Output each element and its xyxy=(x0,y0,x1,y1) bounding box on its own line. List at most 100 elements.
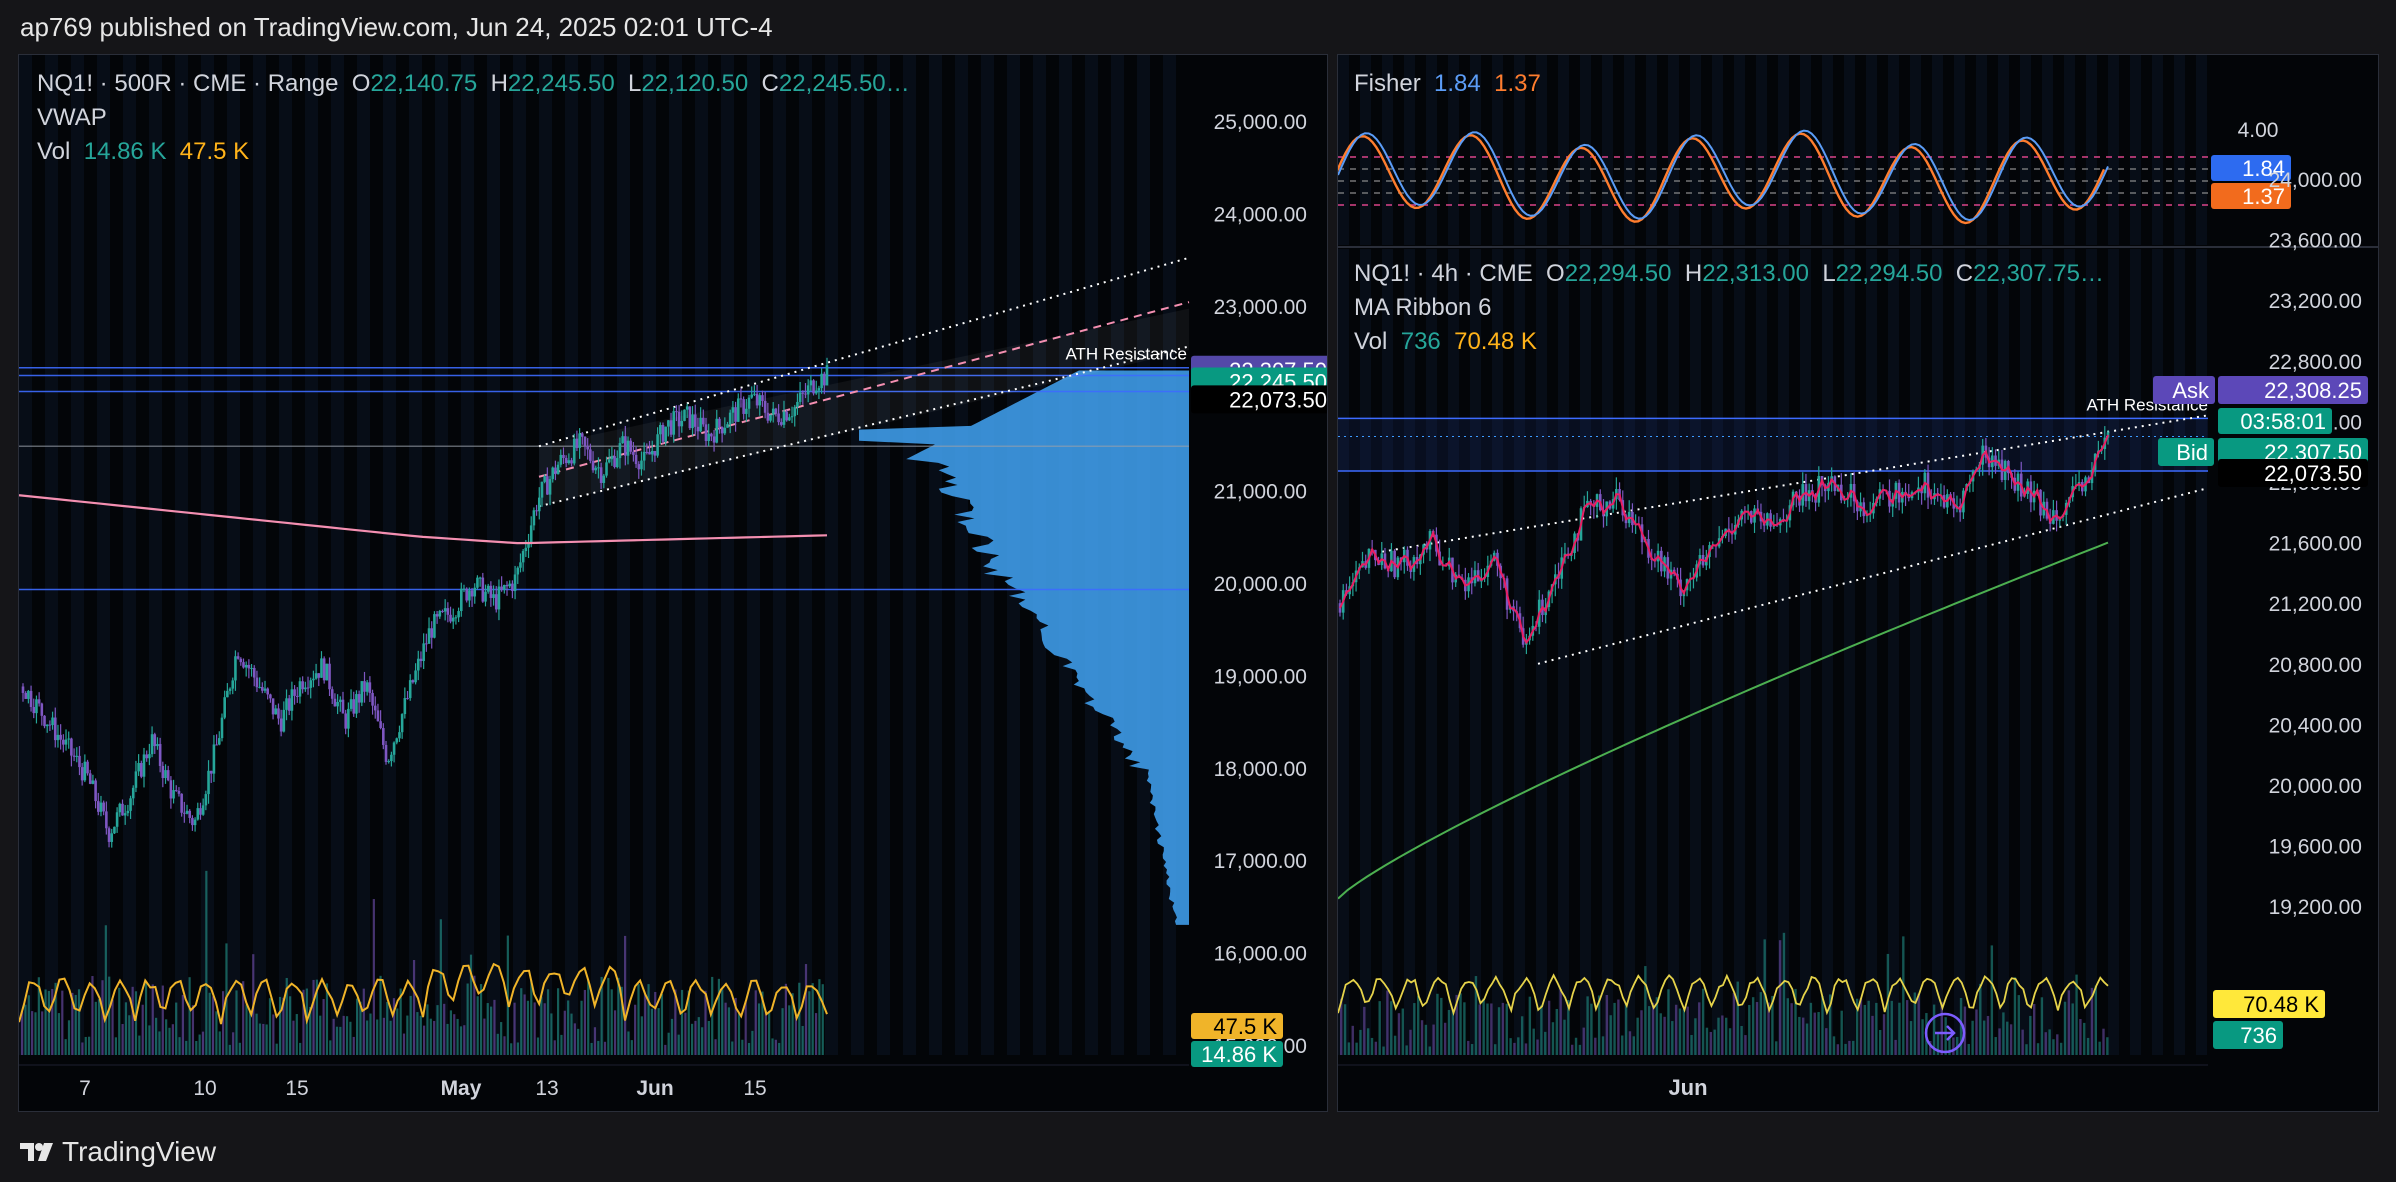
volume-bar xyxy=(1594,1037,1597,1055)
candle-body xyxy=(486,585,490,592)
volume-bar xyxy=(292,1020,295,1055)
level-zone xyxy=(1338,418,2208,471)
candle-body xyxy=(330,689,334,699)
volume-bar xyxy=(1821,995,1824,1055)
volume-bar xyxy=(1455,994,1458,1055)
volume-bar xyxy=(697,1017,700,1055)
right-vol-label[interactable]: Vol xyxy=(1354,328,1388,355)
y-axis-tick: 23,200.00 xyxy=(2269,290,2362,313)
volume-bar xyxy=(1636,1017,1639,1055)
volume-bar xyxy=(265,1024,268,1055)
candle-body xyxy=(640,460,643,470)
candle-body xyxy=(193,819,197,826)
candle-body xyxy=(177,790,181,794)
left-vwap-label[interactable]: VWAP xyxy=(37,104,107,131)
candle-body xyxy=(355,694,358,714)
time-session-band xyxy=(2042,249,2053,1055)
volume-bar xyxy=(640,1016,643,1055)
volume-bar xyxy=(1601,1036,1605,1055)
volume-bar xyxy=(654,991,657,1055)
candle-body xyxy=(247,664,251,669)
ma-ribbon-line xyxy=(1339,434,2109,645)
candle-body xyxy=(642,451,646,461)
right-ma-ribbon-label[interactable]: MA Ribbon 6 xyxy=(1354,294,1492,321)
time-session-band xyxy=(1470,55,1481,245)
volume-bar xyxy=(1736,981,1739,1055)
volume-bar xyxy=(1605,995,1609,1055)
candle-body xyxy=(161,766,165,779)
right-chart-panel[interactable]: 4.00 1.84 1.37 ATH Resistance 24,000.00 23,60… xyxy=(1337,54,2379,1112)
volume-bar xyxy=(2002,1012,2005,1055)
volume-bar xyxy=(118,987,121,1055)
candle-body xyxy=(610,456,614,460)
volume-bar xyxy=(1982,1020,1986,1055)
right-symbol[interactable]: NQ1! · 4h · CME xyxy=(1354,260,1533,287)
volume-bar xyxy=(349,1021,352,1055)
left-chart-canvas[interactable]: ATH Resistance 25,000.00 24,000.00 23,000.0… xyxy=(19,55,1327,1111)
time-session-band xyxy=(1690,55,1701,245)
volume-bar xyxy=(1690,1034,1693,1055)
left-symbol[interactable]: NQ1! · 500R · CME · Range xyxy=(37,70,339,97)
volume-bar xyxy=(593,1027,597,1055)
volume-bar xyxy=(1979,983,1982,1055)
candle-body xyxy=(131,787,135,799)
volume-bar xyxy=(1536,1039,1539,1055)
volume-bar xyxy=(463,1025,466,1055)
volume-bar xyxy=(144,980,148,1055)
right-o-label: O xyxy=(1546,260,1565,287)
volume-bar xyxy=(168,1027,171,1055)
y-axis-tick: 20,000.00 xyxy=(2269,775,2362,798)
time-session-band xyxy=(1624,249,1635,1055)
time-session-band xyxy=(1558,249,1569,1055)
volume-bar xyxy=(1732,992,1736,1055)
candle-body xyxy=(653,450,657,456)
candle-body xyxy=(185,810,189,814)
candle-body xyxy=(373,705,377,711)
footer-brand[interactable]: TradingView xyxy=(20,1136,216,1168)
volume-bar xyxy=(416,1012,419,1055)
left-high: 22,245.50 xyxy=(507,70,615,97)
volume-bar xyxy=(1721,1015,1724,1055)
y-axis-tick: 20,800.00 xyxy=(2269,654,2362,677)
volume-bar xyxy=(613,1010,617,1055)
candle-body xyxy=(91,780,95,784)
left-vol-label[interactable]: Vol xyxy=(37,138,71,165)
volume-bar xyxy=(198,1034,201,1055)
candle-body xyxy=(556,464,560,475)
volume-bar xyxy=(744,1001,747,1055)
time-session-band xyxy=(227,55,240,1055)
candle-body xyxy=(527,542,530,548)
time-session-band xyxy=(253,55,266,1055)
candle-body xyxy=(782,411,786,425)
volume-bar xyxy=(2106,1037,2109,1055)
vwap-line xyxy=(19,494,828,545)
candle-body xyxy=(543,476,546,482)
volume-bar xyxy=(758,1003,761,1055)
y-axis-tick: 25,000.00 xyxy=(1214,111,1307,134)
volume-bar xyxy=(1505,1003,1508,1055)
fisher-label[interactable]: Fisher xyxy=(1354,70,1421,97)
candle-body xyxy=(618,443,622,459)
volume-bar xyxy=(64,1039,67,1055)
volume-bar xyxy=(1417,995,1420,1055)
left-chart-panel[interactable]: ATH Resistance 25,000.00 24,000.00 23,000.0… xyxy=(18,54,1328,1112)
volume-bar xyxy=(1451,1009,1455,1055)
volume-bar xyxy=(617,977,620,1055)
volume-bar xyxy=(1597,995,1601,1055)
x-axis-tick: Jun xyxy=(1668,1075,1707,1100)
candle-body xyxy=(758,395,762,406)
volume-bar xyxy=(1559,989,1562,1055)
candle-body xyxy=(823,373,826,386)
time-session-band xyxy=(1360,55,1371,245)
volume-bar xyxy=(761,991,764,1055)
time-session-band xyxy=(175,55,188,1055)
right-low: 22,294.50 xyxy=(1835,260,1943,287)
volume-bar xyxy=(285,977,288,1055)
volume-bar xyxy=(667,1032,670,1055)
candle-body xyxy=(86,761,89,774)
jump-to-realtime-icon[interactable] xyxy=(1924,1012,1966,1054)
candle-body xyxy=(766,412,770,421)
time-session-band xyxy=(1426,249,1437,1055)
volume-bar xyxy=(526,1000,530,1055)
